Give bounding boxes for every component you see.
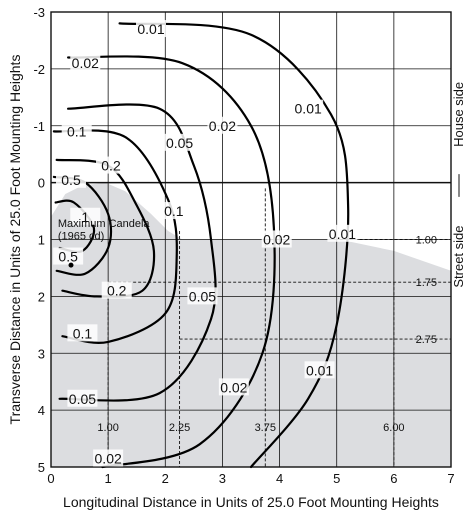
x-tick-label: 2 (162, 471, 169, 486)
notes-layer: Maximum Candela (1965 cd) (58, 218, 151, 268)
y-tick-label: 3 (38, 346, 45, 361)
contour-label-bg (293, 99, 324, 117)
contour-label: 0.01 (329, 226, 356, 242)
contour-label: 0.01 (137, 21, 164, 37)
contour-label: 0.01 (295, 101, 322, 117)
y-tick-label: 5 (38, 460, 45, 475)
x-tick-label: 1 (105, 471, 112, 486)
y-tick-label: -2 (33, 62, 45, 77)
longitudinal-ref-label: 6.00 (383, 422, 404, 434)
contour-label: 0.5 (58, 249, 78, 265)
contour-label: 0.02 (220, 379, 247, 395)
contour-label: 0.02 (263, 232, 290, 248)
contour-label-bg (70, 54, 101, 72)
max-candela-label: Maximum Candela (58, 218, 151, 230)
x-tick-label: 3 (219, 471, 226, 486)
contour-label-bg (158, 202, 189, 220)
y-tick-label: 1 (38, 233, 45, 248)
y-tick-label: 4 (38, 403, 45, 418)
contour-label-bg (67, 389, 98, 407)
contour-label-bg (187, 287, 218, 305)
contour-line-0-05 (58, 103, 217, 402)
side-labels-layer: House side Street side (451, 82, 466, 288)
contour-label: 0.2 (101, 158, 121, 174)
transverse-ref-label: 1.00 (416, 235, 437, 247)
contour-label: 0.05 (166, 135, 193, 151)
y-tick-label: -3 (33, 5, 45, 20)
contour-label: 0.05 (189, 288, 216, 304)
contour-label-bg (67, 324, 98, 342)
contour-label: 0.2 (107, 283, 127, 299)
max-candela-marker (68, 262, 74, 268)
house-side-label: House side (451, 82, 466, 147)
contour-label: 0.1 (164, 203, 184, 219)
contour-label-bg (61, 122, 92, 140)
contour-label-bg (70, 207, 101, 225)
contour-label-bg (304, 361, 335, 379)
x-tick-label: 7 (447, 471, 454, 486)
y-axis-label: Transverse Distance in Units of 25.0 Foo… (7, 55, 23, 425)
contour-label-bg (53, 247, 84, 265)
contour-label-bg (327, 224, 358, 242)
contour-label-bg (101, 281, 132, 299)
contour-label: 0.02 (209, 118, 236, 134)
contour-label: 0.1 (73, 325, 93, 341)
contour-label: 0.5 (61, 172, 81, 188)
contour-label: 0.02 (72, 55, 99, 71)
contour-label-bg (164, 133, 195, 151)
contour-line-0-02 (67, 55, 276, 469)
y-tick-label: 0 (38, 176, 45, 191)
contour-label: 0.1 (67, 123, 87, 139)
x-tick-label: 0 (47, 471, 54, 486)
y-tick-label: 2 (38, 289, 45, 304)
contour-label-bg (93, 449, 124, 467)
longitudinal-ref-label: 3.75 (255, 422, 276, 434)
contour-line-0-1 (52, 129, 178, 344)
street-side-label: Street side (451, 225, 466, 287)
longitudinal-ref-label: 1.00 (97, 422, 118, 434)
contour-label-bg (56, 170, 86, 188)
contour-label: 0.01 (306, 362, 333, 378)
axis-titles: Longitudinal Distance in Units of 25.0 F… (7, 55, 439, 510)
contour-line-0-01 (118, 22, 350, 469)
max-candela-value: (1965 cd) (58, 231, 104, 243)
ticks-layer: 0 1 2 3 4 5 6 7 -3 -2 -1 0 1 2 3 4 5 (33, 5, 454, 486)
contour-label-bg (96, 156, 126, 174)
x-tick-label: 4 (276, 471, 283, 486)
y-tick-label: -1 (33, 119, 45, 134)
x-tick-label: 5 (333, 471, 340, 486)
contour-label: 0.05 (69, 391, 96, 407)
contour-label-bg (218, 378, 249, 396)
contour-label: 1 (81, 209, 89, 225)
longitudinal-ref-label: 2.25 (169, 422, 190, 434)
contour-label-bg (207, 116, 238, 134)
x-tick-label: 6 (390, 471, 397, 486)
contour-label: 0.02 (95, 450, 122, 466)
transverse-ref-label: 1.75 (416, 277, 437, 289)
contour-labels-layer: 0.01 0.01 0.01 0.01 0.02 0.02 0.02 0.02 0.02 0.05… (53, 20, 358, 467)
contour-label-bg (136, 20, 166, 38)
contour-label-bg (261, 230, 292, 248)
x-axis-label: Longitudinal Distance in Units of 25.0 F… (63, 494, 439, 510)
transverse-ref-label: 2.75 (416, 334, 437, 346)
